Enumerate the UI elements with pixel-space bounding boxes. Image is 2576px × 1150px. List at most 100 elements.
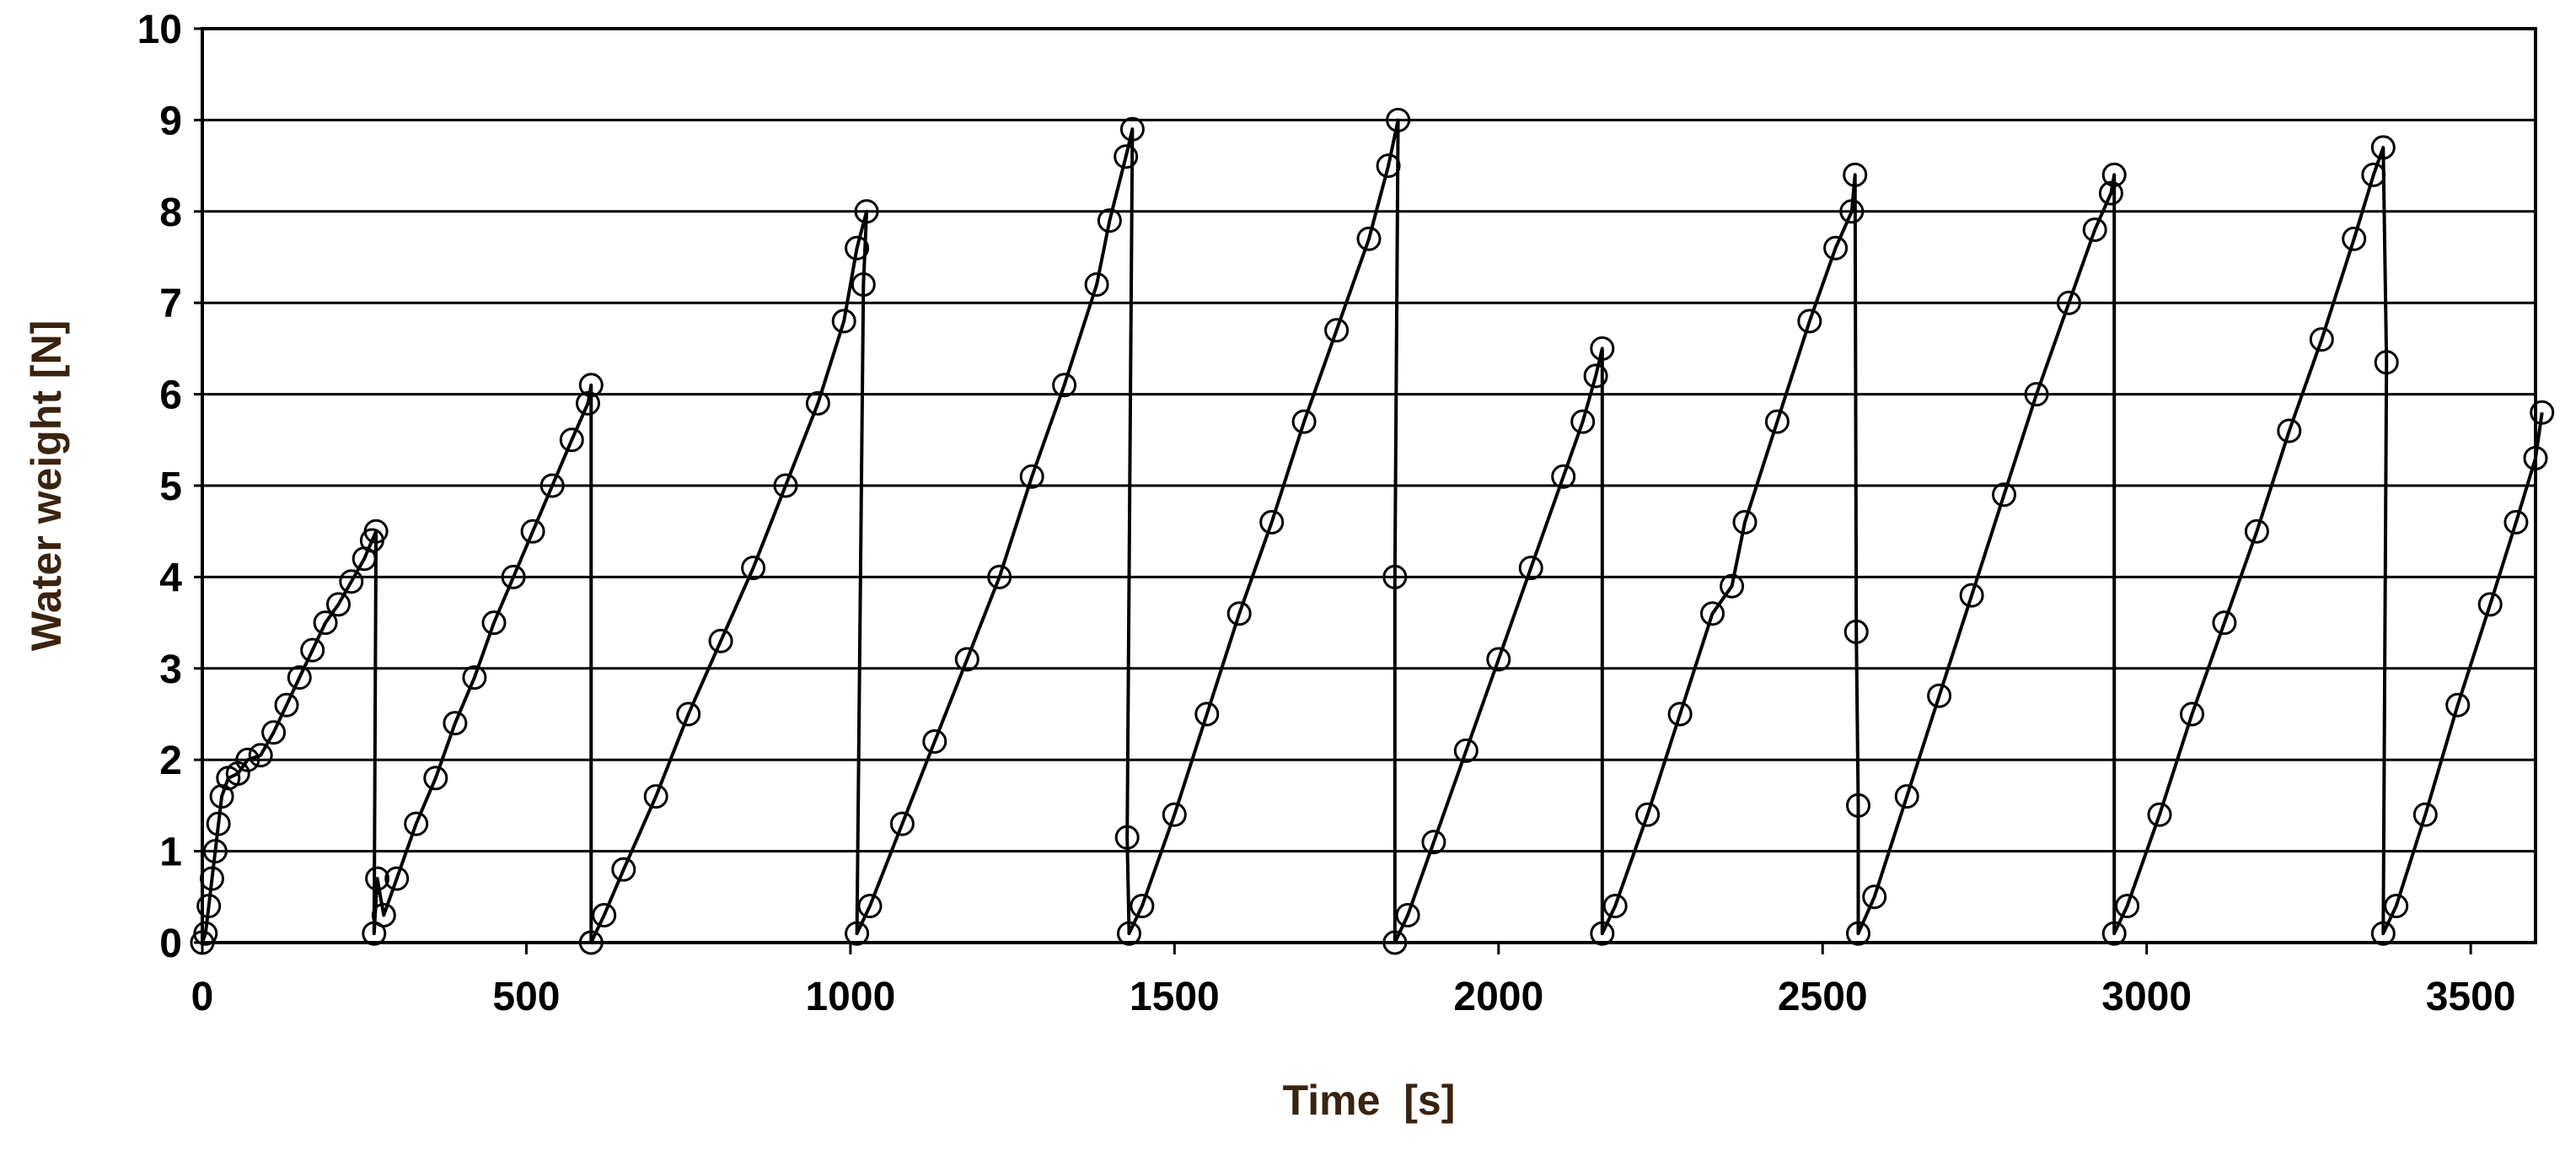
data-point	[2309, 327, 2334, 352]
data-point	[922, 729, 947, 754]
x-tick-label-2500: 2500	[1778, 975, 1868, 1019]
data-point	[462, 665, 487, 691]
series-markers	[190, 107, 2555, 955]
data-point	[1226, 601, 1252, 626]
data-point	[235, 747, 260, 772]
data-point	[2477, 592, 2503, 617]
data-point	[1551, 464, 1576, 489]
data-point	[954, 647, 979, 672]
data-point	[845, 921, 870, 946]
data-point	[857, 894, 883, 919]
data-point	[200, 866, 224, 891]
y-axis-title: Water weight [N]	[23, 320, 70, 652]
y-tick-label-5: 5	[159, 465, 182, 509]
data-point	[805, 390, 830, 416]
data-point	[313, 610, 338, 636]
data-point	[1590, 336, 1615, 361]
data-point	[1382, 930, 1408, 955]
data-point	[1570, 409, 1596, 434]
data-point	[363, 519, 389, 544]
data-point	[193, 921, 218, 946]
data-point	[1797, 309, 1822, 334]
data-point	[889, 811, 915, 836]
y-tick-label-6: 6	[159, 373, 182, 418]
data-point	[539, 473, 565, 498]
data-point	[643, 784, 668, 809]
data-point	[1959, 583, 1984, 608]
data-point	[300, 637, 325, 663]
data-point	[1117, 921, 1141, 946]
data-point	[1764, 409, 1790, 434]
data-point	[326, 592, 351, 617]
data-point	[1894, 784, 1919, 809]
x-tick-label-2000: 2000	[1453, 975, 1543, 1019]
data-point	[2374, 350, 2399, 375]
x-axis-title: Time [s]	[1283, 1077, 1456, 1124]
data-point	[1700, 601, 1725, 626]
data-point	[287, 665, 312, 691]
data-point	[2523, 446, 2548, 470]
data-point	[2098, 180, 2123, 206]
x-tick-label-1500: 1500	[1130, 975, 1220, 1019]
data-point	[1130, 894, 1155, 919]
data-point	[2212, 610, 2237, 636]
y-tick-label-7: 7	[159, 282, 182, 326]
data-point	[2101, 162, 2127, 187]
data-point	[1162, 802, 1187, 827]
data-point	[1084, 272, 1109, 297]
data-point	[1194, 701, 1220, 727]
data-point	[1839, 199, 1865, 224]
data-point	[2384, 894, 2409, 919]
x-tick-label-3000: 3000	[2101, 975, 2192, 1019]
data-point	[2024, 382, 2049, 407]
data-point	[1376, 153, 1401, 179]
data-point	[676, 701, 701, 727]
data-point	[1843, 619, 1869, 644]
data-point	[1732, 509, 1758, 535]
data-point	[1291, 409, 1317, 434]
data-point	[206, 811, 231, 836]
data-point	[1453, 738, 1479, 763]
data-point	[1927, 683, 1952, 708]
data-point	[404, 811, 429, 836]
x-tick-label-0: 0	[191, 975, 214, 1019]
data-point	[578, 930, 604, 955]
y-tick-label-1: 1	[159, 830, 182, 875]
data-point	[2082, 218, 2107, 242]
data-point	[1590, 921, 1615, 946]
data-point	[520, 519, 545, 544]
data-point	[339, 569, 364, 594]
data-point	[2361, 162, 2386, 187]
data-point	[1843, 162, 1868, 187]
y-axis-ticks: 0 1 2 3 4 5 6 7 8 9 10	[137, 8, 202, 966]
data-point	[708, 628, 733, 653]
data-point	[854, 199, 879, 224]
data-point	[773, 473, 798, 498]
y-tick-label-4: 4	[159, 556, 182, 600]
data-point	[1421, 830, 1446, 855]
data-point	[1720, 573, 1745, 599]
data-point	[1823, 235, 1849, 261]
data-point	[1324, 318, 1350, 343]
data-point	[1097, 208, 1122, 234]
x-tick-label-3500: 3500	[2426, 975, 2516, 1019]
y-tick-label-8: 8	[159, 191, 182, 235]
data-point	[845, 235, 870, 261]
data-point	[1386, 107, 1411, 132]
data-point	[423, 766, 448, 791]
data-point	[1259, 509, 1285, 535]
data-point	[248, 743, 273, 768]
data-point	[2115, 894, 2140, 919]
data-point	[1382, 564, 1408, 589]
data-point	[851, 272, 876, 297]
x-tick-label-500: 500	[492, 975, 560, 1019]
data-point	[384, 866, 410, 891]
y-tick-label-2: 2	[159, 739, 182, 783]
data-point	[1862, 884, 1887, 910]
data-point	[1518, 556, 1543, 581]
data-point	[1583, 363, 1608, 389]
y-tick-label-3: 3	[159, 648, 182, 692]
series-line-0	[201, 118, 2544, 944]
